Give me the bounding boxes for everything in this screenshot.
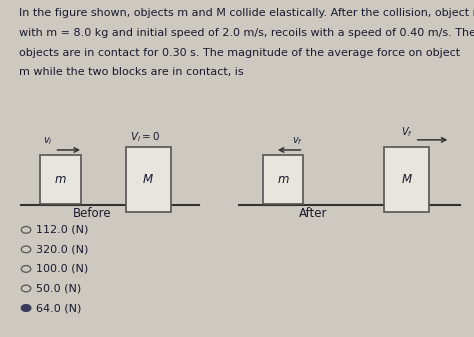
Text: $v_f$: $v_f$ [292,135,302,147]
Text: 50.0 (N): 50.0 (N) [36,283,82,294]
Bar [263,155,303,204]
Text: m: m [277,173,289,186]
Text: After: After [299,207,327,220]
Bar [40,155,81,204]
Text: M: M [143,173,153,186]
Text: 64.0 (N): 64.0 (N) [36,303,82,313]
Bar [126,147,171,212]
Text: 100.0 (N): 100.0 (N) [36,264,89,274]
Text: 112.0 (N): 112.0 (N) [36,225,89,235]
Text: m: m [55,173,66,186]
Bar [384,147,429,212]
Text: M: M [401,173,411,186]
Text: In the figure shown, objects m and M collide elastically. After the collision, o: In the figure shown, objects m and M col… [19,8,474,19]
Text: $v_i$: $v_i$ [43,135,52,147]
Circle shape [22,305,30,311]
Text: Before: Before [73,207,112,220]
Text: $V_i$$=$$0$: $V_i$$=$$0$ [130,130,160,144]
Text: m while the two blocks are in contact, is: m while the two blocks are in contact, i… [19,67,244,77]
Text: with m = 8.0 kg and initial speed of 2.0 m/s, recoils with a speed of 0.40 m/s. : with m = 8.0 kg and initial speed of 2.0… [19,28,474,38]
Text: $V_f$: $V_f$ [401,125,413,139]
Text: 320.0 (N): 320.0 (N) [36,244,89,254]
Text: objects are in contact for 0.30 s. The magnitude of the average force on object: objects are in contact for 0.30 s. The m… [19,48,460,58]
